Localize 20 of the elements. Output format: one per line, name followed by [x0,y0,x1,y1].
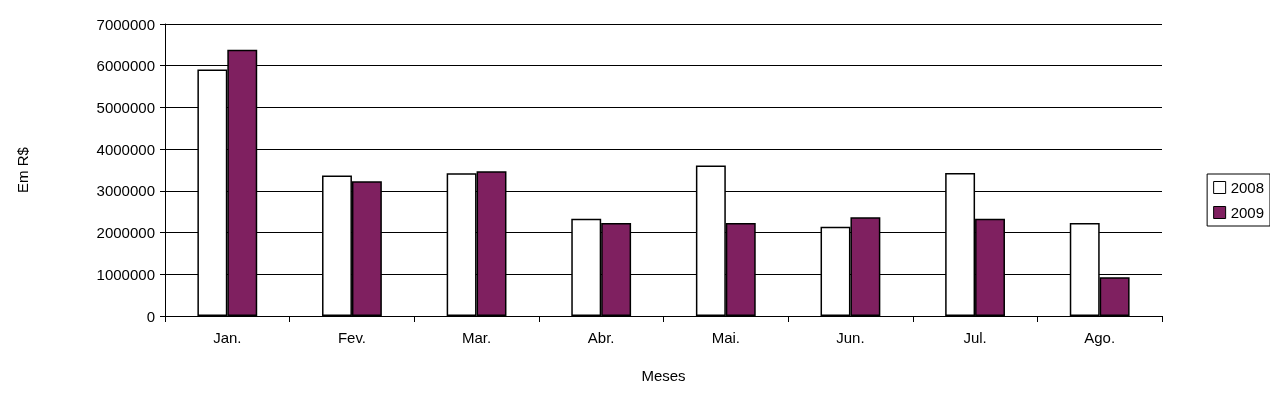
x-tick-label: Mar. [461,329,492,346]
y-tick-label: 5000000 [96,98,155,116]
x-tick-label: Mai. [711,329,740,346]
y-tick-label: 1000000 [96,265,155,283]
x-tick-label: Abr. [587,329,615,346]
x-tick-label: Jan. [213,329,242,346]
legend-label: 2009 [1230,204,1265,221]
y-tick-label: 3000000 [96,182,155,200]
y-tick-label: 7000000 [96,15,155,33]
x-tick-label: Ago. [1084,329,1116,346]
y-tick-label: 4000000 [96,140,155,158]
x-tick-label: Jul. [963,329,987,346]
x-axis-title: Meses [641,367,686,384]
y-tick-label: 0 [146,307,155,325]
x-tick-label: Fev. [337,329,366,346]
y-axis-title: Em R$ [14,146,31,193]
y-tick-label: 6000000 [96,57,155,75]
legend-label: 2008 [1230,179,1265,196]
x-tick-label: Jun. [836,329,865,346]
y-tick-label: 2000000 [96,224,155,242]
